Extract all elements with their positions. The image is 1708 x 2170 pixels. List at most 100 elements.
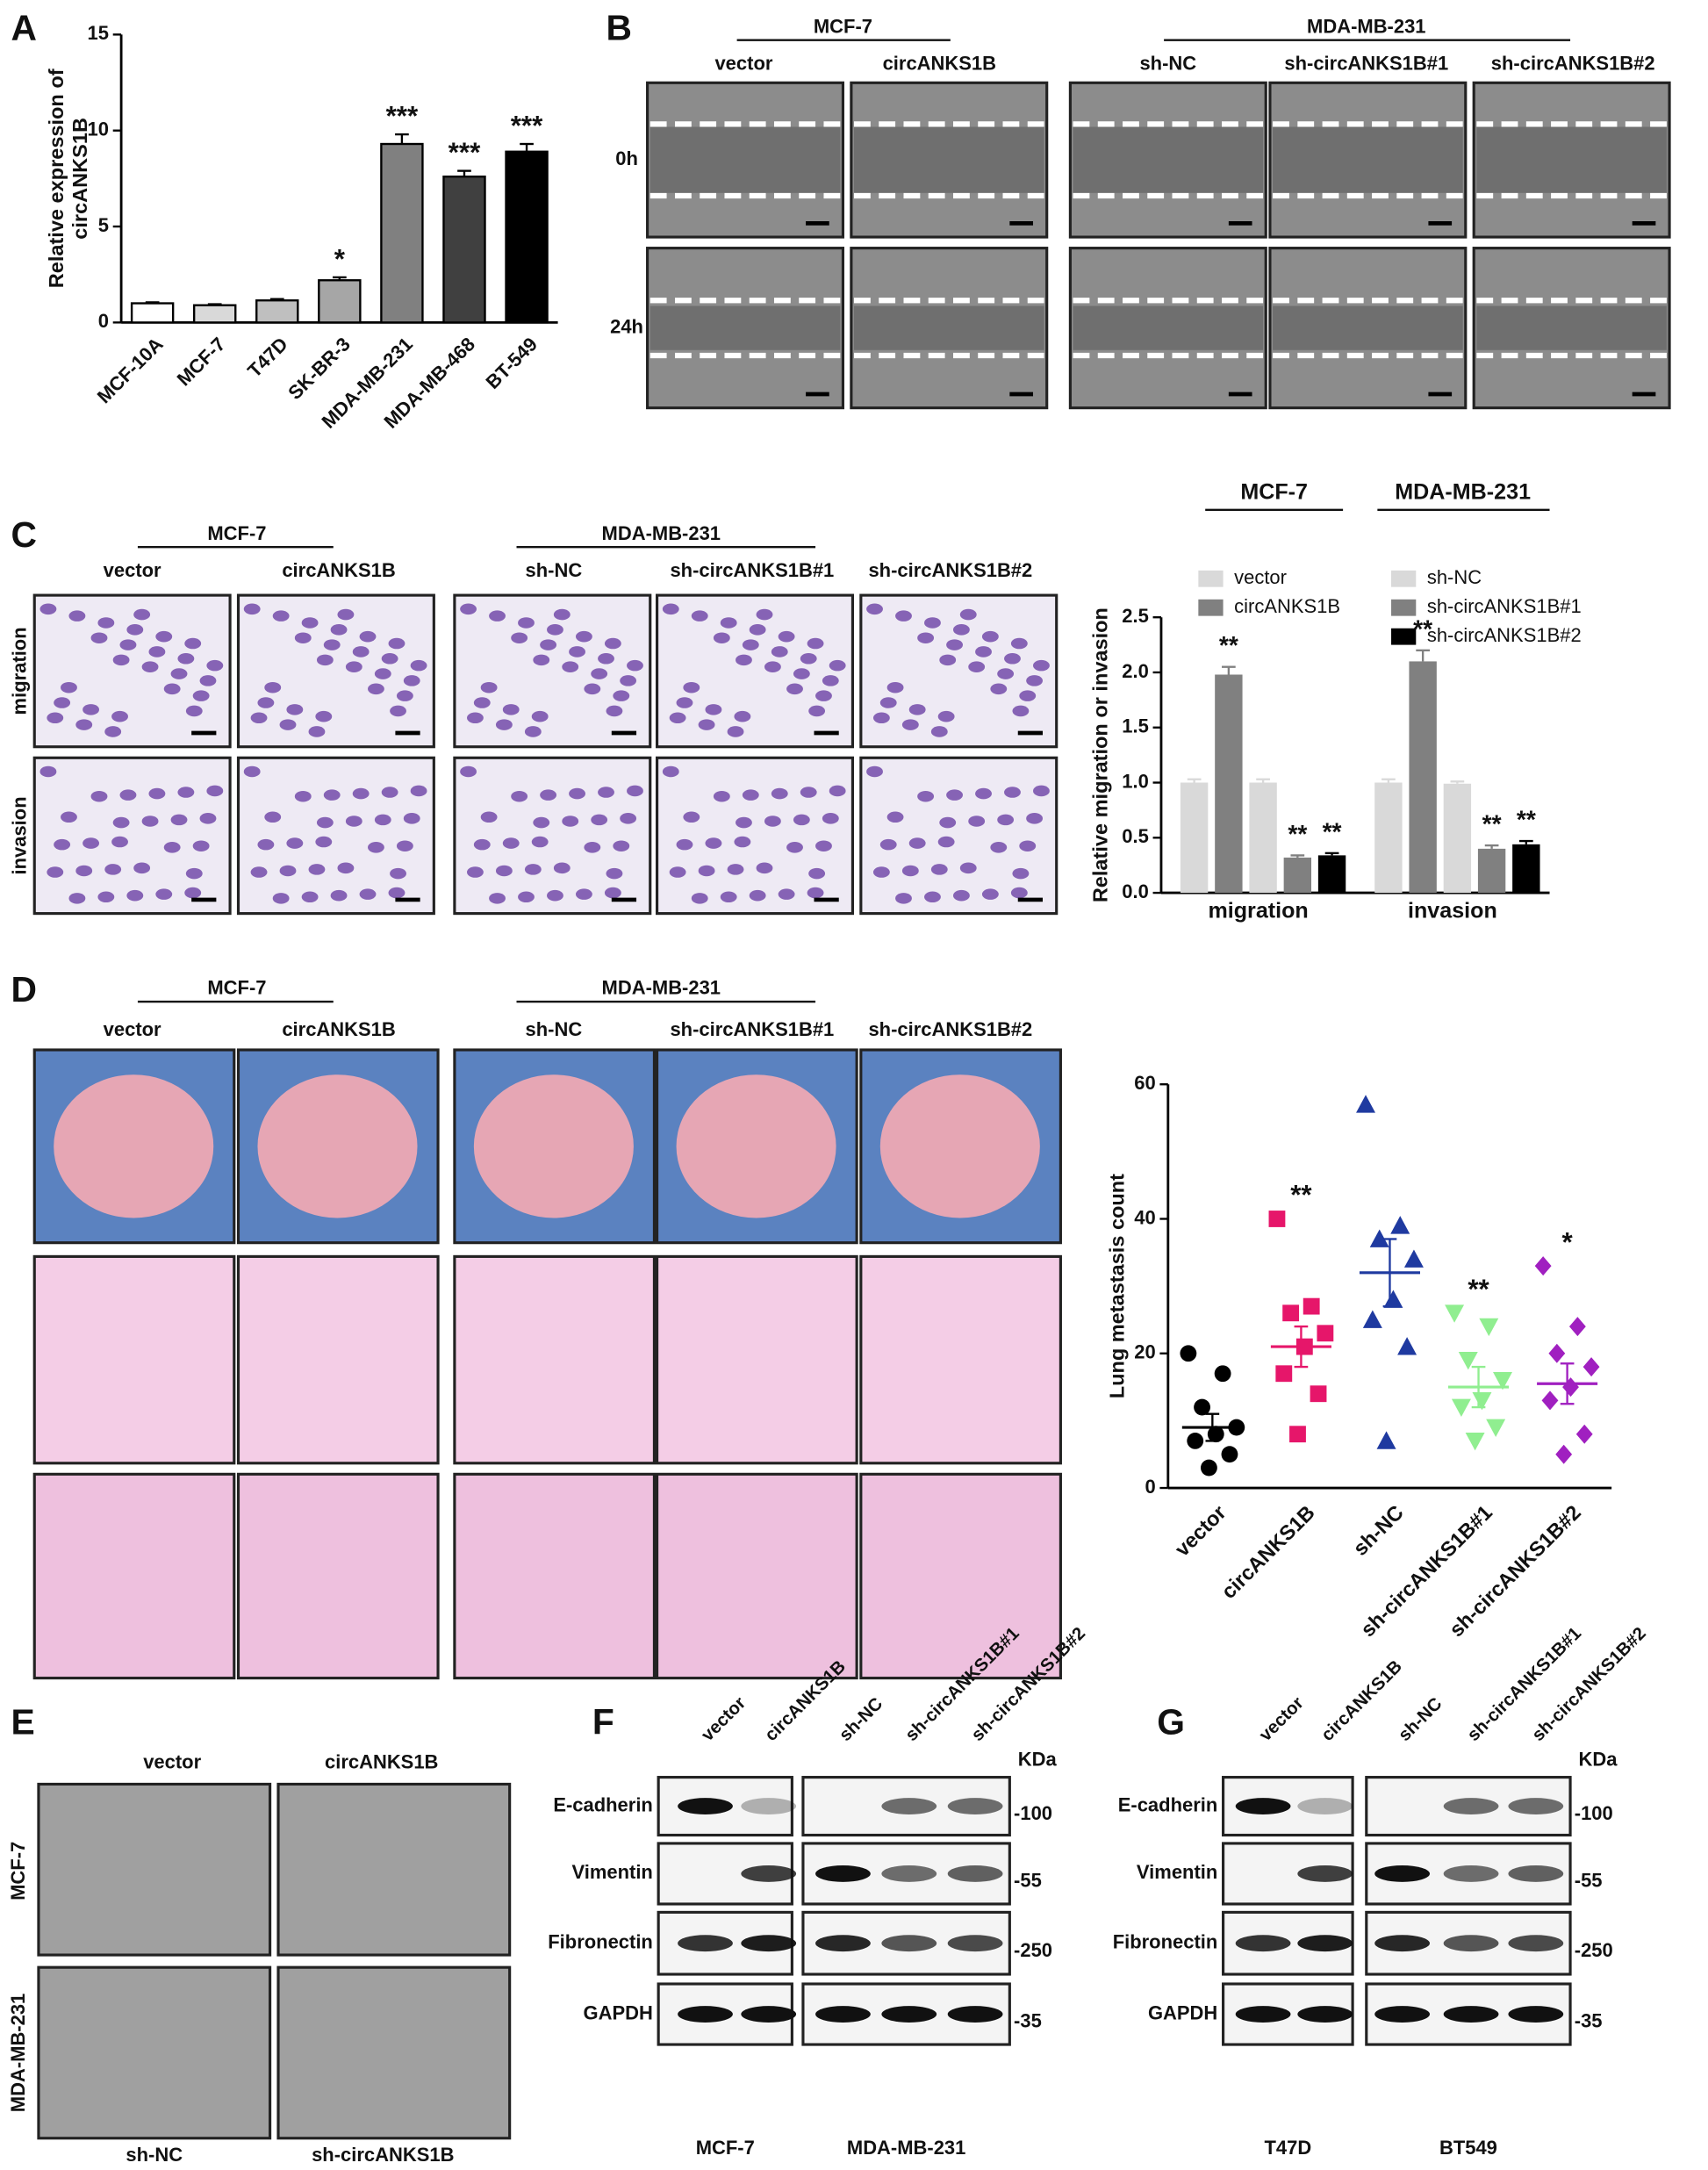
bar [1317,855,1346,894]
cell-stain [981,888,999,900]
y-tick-label: 10 [88,118,109,140]
cell-stain [676,697,693,708]
cell-stain [584,683,601,695]
cell-stain [257,838,275,851]
cell-stain [620,813,637,824]
cell-stain [829,659,846,672]
cell-stain [793,814,810,826]
cell-stain [315,710,333,722]
protein-label: Vimentin [571,1861,652,1883]
point [1390,1216,1410,1234]
condition-label: vector [714,53,772,75]
group-header: MCF-7 [207,977,266,999]
cell-stain [192,840,210,851]
bottom-label: sh-NC [126,2144,183,2166]
transwell-image [32,756,232,916]
significance: ** [1517,806,1536,834]
bar [1249,782,1277,894]
he-zoom [859,1472,1062,1680]
cell-stain [294,790,312,802]
point [1275,1365,1293,1383]
cell-stain [553,608,571,621]
cell-stain [720,617,737,629]
cell-stain [460,603,477,615]
group-header: MDA-MB-231 [1307,15,1425,37]
blot-band [741,2006,797,2023]
cell-stain [243,765,261,778]
column-label: circANKS1B [325,1751,438,1773]
y-tick-label: 60 [1134,1072,1155,1094]
cell-stain [1010,637,1028,650]
cell-stain [606,705,623,717]
cell-stain [133,862,151,874]
protein-label: E-cadherin [1118,1793,1218,1815]
cell-stain [930,864,948,875]
bar [318,279,362,324]
row-label: MDA-MB-231 [7,1994,29,2112]
cell-stain [562,661,579,672]
cell-stain [613,690,630,701]
cell-stain [1033,785,1050,797]
cell-stain [119,639,137,650]
cell-stain [531,710,549,722]
condition-label: sh-NC [526,559,583,581]
cell-stain [524,726,542,737]
blot-band [1374,2006,1430,2023]
cell-stain [959,862,977,874]
cell-stain [185,705,203,717]
cell-stain [705,837,722,849]
cell-stain [316,654,334,666]
y-tick-label: 40 [1134,1206,1155,1228]
cell-stain [908,837,926,849]
cell-stain [163,683,181,695]
cell-line-label: BT549 [1439,2137,1497,2159]
point [1403,1249,1424,1268]
cell-stain [177,787,195,798]
cell-stain [39,603,57,615]
cell-stain [104,726,122,737]
lane-label: circANKS1B [1318,1657,1406,1745]
point [1317,1325,1334,1342]
cell-stain [669,866,686,878]
point [1534,1256,1552,1276]
lane-label: sh-circANKS1B#1 [1464,1624,1585,1745]
wound-gap [1476,305,1667,350]
cell-stain [323,789,341,801]
transwell-image [453,756,652,916]
bar [505,150,549,324]
wound-gap [1073,305,1264,350]
cell-stain [163,842,181,853]
wound-gap [649,126,841,193]
cell-stain [83,704,99,715]
y-tick-label: 2.0 [1122,660,1149,682]
cell-stain [540,639,557,650]
condition-label: circANKS1B [282,559,395,581]
cell-stain [531,836,549,848]
transwell-image [656,756,854,916]
y-tick-label: 20 [1134,1341,1155,1363]
group-header: MCF-7 [814,15,872,37]
cell-stain [359,888,377,900]
cell-stain [720,891,737,903]
transwell-image [32,593,232,749]
cell-stain [97,891,115,903]
blot-band [1235,1935,1291,1952]
cell-stain [524,864,542,875]
cell-stain [403,813,420,824]
cell-stain [613,840,630,851]
wound-gap [649,305,841,350]
cell-stain [47,866,64,878]
legend-label: sh-NC [1427,566,1482,588]
cell-stain [390,867,406,880]
cell-stain [800,787,817,798]
cell-stain [924,617,941,629]
blot-band [1508,1935,1564,1952]
cell-stain [199,813,217,824]
cell-stain [917,632,935,644]
cell-stain [591,814,608,826]
bar [1512,844,1540,894]
cell-stain [946,789,963,801]
wound-gap [1273,305,1463,350]
cell-stain [39,765,57,778]
